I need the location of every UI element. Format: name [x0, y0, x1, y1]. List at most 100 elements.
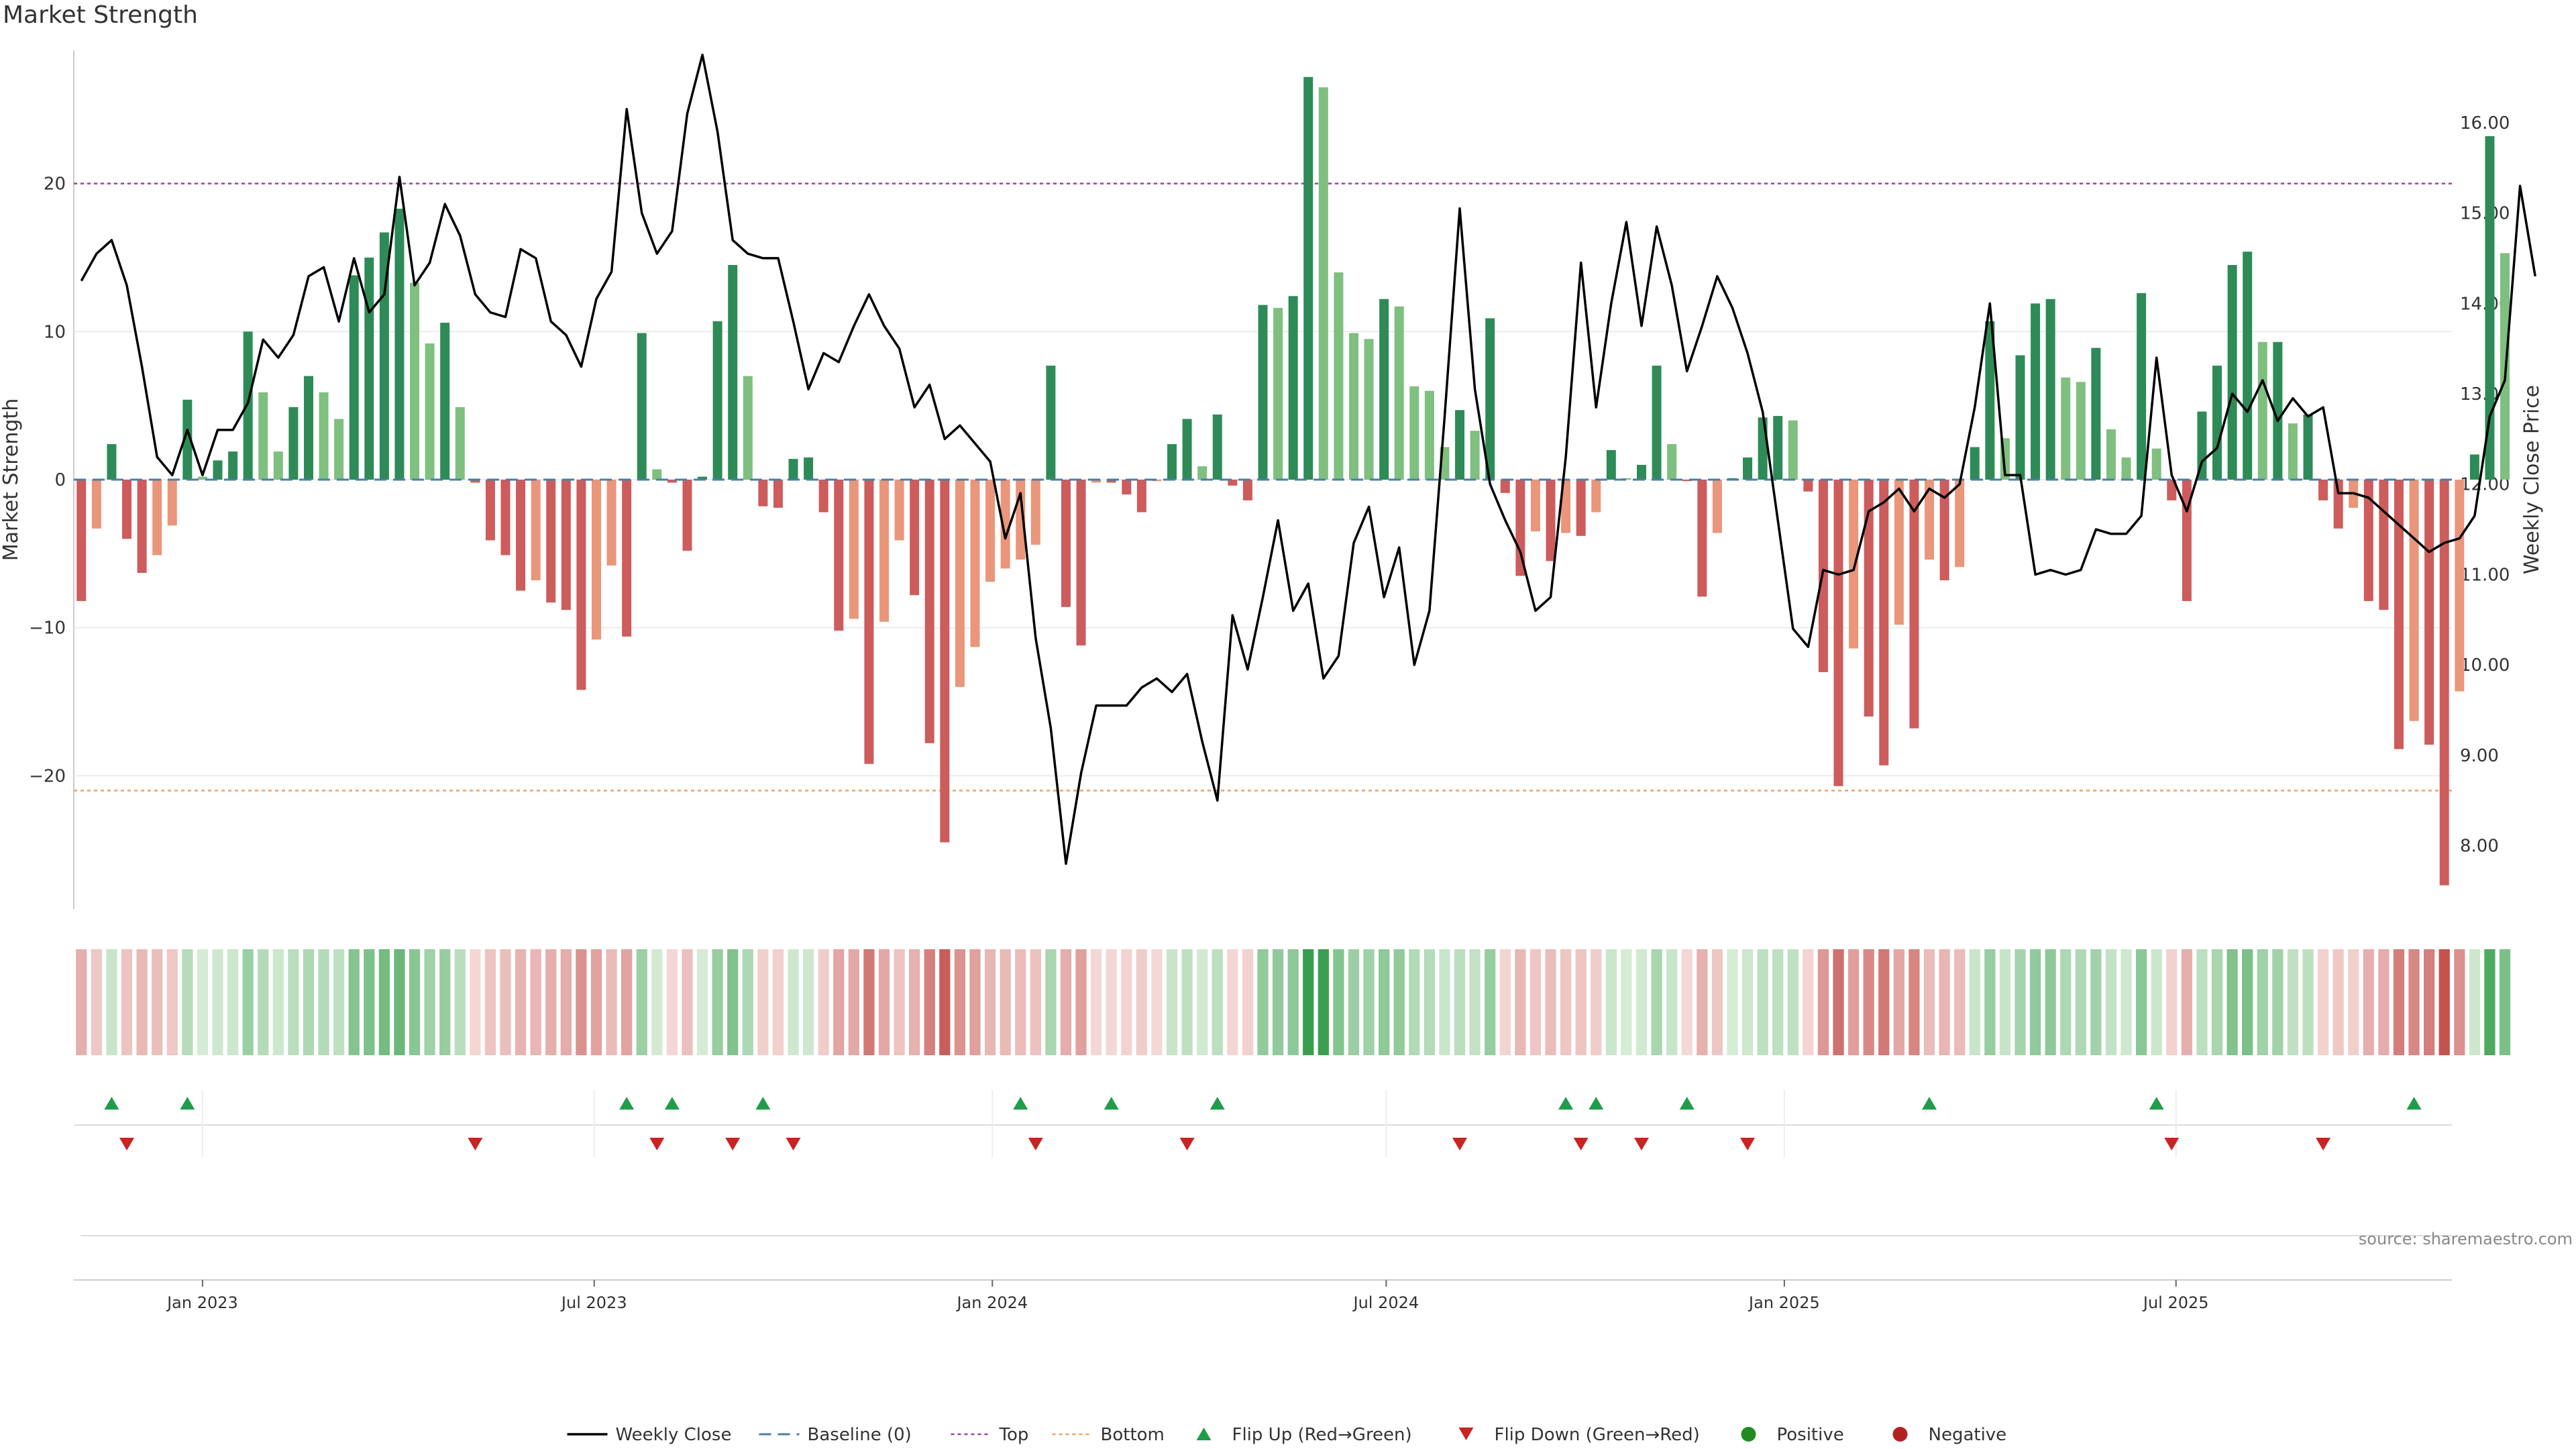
- strength-bar: [167, 480, 177, 526]
- strength-bar: [2197, 411, 2207, 480]
- heat-cell: [2151, 949, 2162, 1055]
- y-tick-label: −10: [29, 619, 66, 639]
- strength-bar: [1833, 480, 1843, 786]
- flip-up-marker: [619, 1097, 635, 1110]
- heat-cell: [2332, 949, 2344, 1055]
- strength-bar: [243, 331, 253, 480]
- strength-bar: [637, 333, 647, 480]
- heat-cell: [1697, 949, 1708, 1055]
- heat-cell: [818, 949, 829, 1055]
- legend-flip-down-icon: [1458, 1428, 1474, 1440]
- heat-cell: [2166, 949, 2178, 1055]
- heat-cell: [1893, 949, 1904, 1055]
- heat-cell: [1348, 949, 1360, 1055]
- flip-down-marker: [1740, 1138, 1756, 1150]
- strength-bar: [1106, 480, 1116, 483]
- heat-cell: [152, 949, 163, 1055]
- heat-cell: [1303, 949, 1314, 1055]
- y-tick-label: 10: [44, 322, 66, 342]
- heat-cell: [1939, 949, 1950, 1055]
- strength-bar: [1242, 480, 1252, 500]
- heat-cell: [894, 949, 905, 1055]
- heat-cell: [121, 949, 133, 1055]
- heat-cell: [2484, 949, 2496, 1055]
- strength-bar: [1697, 480, 1707, 597]
- heat-cell: [1469, 949, 1481, 1055]
- flip-up-marker: [1679, 1097, 1695, 1110]
- flip-up-marker: [2406, 1097, 2422, 1110]
- heat-cell: [848, 949, 859, 1055]
- source-label: source: sharemaestro.com: [2359, 1230, 2573, 1248]
- flip-down-marker: [1179, 1138, 1195, 1150]
- flip-down-marker: [119, 1138, 135, 1150]
- strength-bar: [1379, 299, 1389, 480]
- heat-cell: [76, 949, 87, 1055]
- heat-cell: [924, 949, 935, 1055]
- x-tick-label: Jul 2025: [2142, 1293, 2209, 1312]
- flip-up-marker: [1922, 1097, 1937, 1110]
- heat-cell: [500, 949, 511, 1055]
- flip-up-marker: [755, 1097, 771, 1110]
- strength-bar: [818, 480, 828, 513]
- strength-bar: [2243, 252, 2253, 480]
- strength-bar: [1030, 480, 1040, 545]
- heat-cell: [2438, 949, 2450, 1055]
- heat-cell: [712, 949, 723, 1055]
- heat-cell: [2257, 949, 2268, 1055]
- heat-cell: [2469, 949, 2480, 1055]
- heat-cell: [1030, 949, 1041, 1055]
- strength-bar: [2424, 480, 2434, 745]
- heat-cell: [757, 949, 769, 1055]
- heat-cell: [2287, 949, 2299, 1055]
- strength-bar: [561, 480, 571, 610]
- heat-cell: [1439, 949, 1450, 1055]
- heat-cell: [1878, 949, 1890, 1055]
- strength-bar: [1939, 480, 1949, 581]
- heat-cell: [1545, 949, 1556, 1055]
- x-tick-label: Jul 2023: [560, 1293, 627, 1312]
- heat-cell: [1817, 949, 1829, 1055]
- y-axis-label: Market Strength: [0, 398, 23, 561]
- strength-bar: [2076, 382, 2086, 480]
- strength-bar: [728, 265, 738, 480]
- heat-cell: [1787, 949, 1799, 1055]
- heat-cell: [1212, 949, 1223, 1055]
- strength-bar: [1152, 480, 1162, 482]
- heat-cell: [2302, 949, 2314, 1055]
- strength-bar: [2363, 480, 2373, 601]
- strength-bar: [288, 407, 299, 480]
- strength-bar: [2227, 265, 2237, 480]
- heat-cell: [182, 949, 193, 1055]
- heat-cell: [802, 949, 814, 1055]
- heat-cell: [2226, 949, 2238, 1055]
- strength-bar: [1515, 480, 1525, 576]
- strength-bar: [455, 407, 465, 480]
- strength-bar: [1955, 480, 1965, 568]
- heat-cell: [1015, 949, 1026, 1055]
- heat-cell: [1318, 949, 1329, 1055]
- heat-cell: [2090, 949, 2102, 1055]
- strength-bar: [485, 480, 495, 541]
- strength-bar: [2061, 377, 2071, 480]
- strength-bar: [334, 419, 344, 480]
- strength-bar: [2469, 454, 2479, 480]
- strength-bar: [1348, 333, 1358, 480]
- strength-bar: [970, 480, 980, 647]
- strength-bar: [1530, 480, 1540, 532]
- strength-bar: [152, 480, 162, 555]
- heat-cell: [197, 949, 209, 1055]
- strength-bar: [1182, 419, 1192, 480]
- flip-up-marker: [1589, 1097, 1604, 1110]
- strength-bar: [319, 392, 329, 480]
- heat-cell: [106, 949, 117, 1055]
- strength-bar: [1546, 480, 1556, 561]
- strength-bar: [1561, 480, 1571, 533]
- heat-cell: [2121, 949, 2132, 1055]
- legend-label: Bottom: [1101, 1425, 1165, 1445]
- heat-cell: [1984, 949, 1996, 1055]
- strength-bar: [1591, 480, 1601, 513]
- strength-bar: [2151, 448, 2161, 480]
- flip-down-marker: [2316, 1138, 2331, 1150]
- strength-bar: [516, 480, 526, 591]
- heat-cell: [1287, 949, 1299, 1055]
